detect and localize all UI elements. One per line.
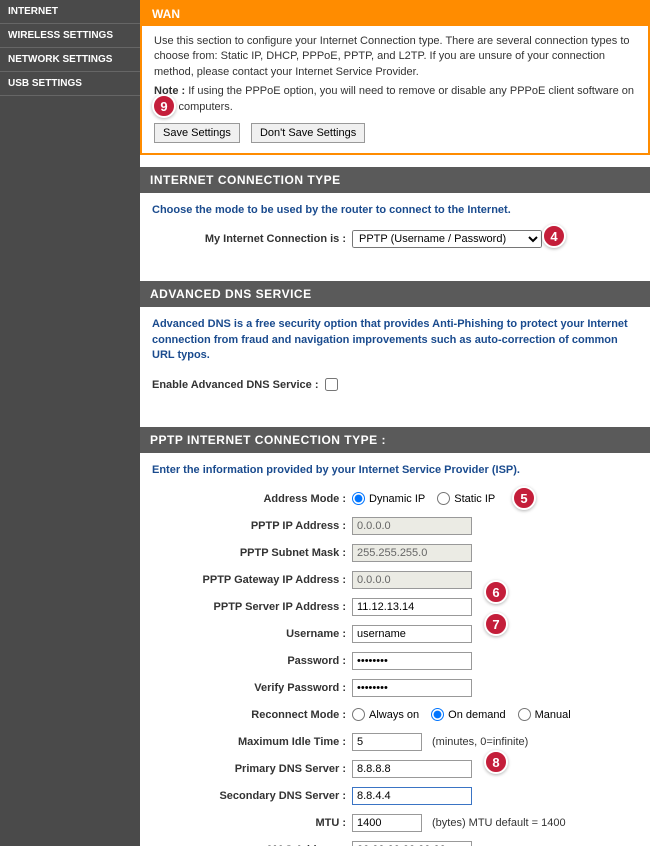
dns1-input[interactable] [352,760,472,778]
connection-type-select[interactable]: PPTP (Username / Password) [352,230,542,248]
password-input[interactable] [352,652,472,670]
dns2-input[interactable] [352,787,472,805]
sidebar-item-usb[interactable]: USB SETTINGS [0,72,140,96]
idle-time-hint: (minutes, 0=infinite) [432,736,528,748]
username-label: Username : [152,628,352,640]
advanced-dns-checkbox[interactable] [325,378,338,391]
sidebar: INTERNET WIRELESS SETTINGS NETWORK SETTI… [0,0,140,846]
callout-badge-8: 8 [484,750,508,774]
wan-description: Use this section to configure your Inter… [154,34,636,80]
main-content: WAN Use this section to configure your I… [140,0,650,846]
wan-panel: WAN Use this section to configure your I… [140,0,650,155]
sidebar-item-wireless[interactable]: WIRELESS SETTINGS [0,24,140,48]
pptp-subnet-input[interactable] [352,544,472,562]
mtu-input[interactable] [352,814,422,832]
connection-type-label: My Internet Connection is : [152,233,352,245]
pptp-ip-input[interactable] [352,517,472,535]
section-connection-type: INTERNET CONNECTION TYPE Choose the mode… [140,167,650,269]
section-pptp: PPTP INTERNET CONNECTION TYPE : Enter th… [140,427,650,846]
connection-type-header: INTERNET CONNECTION TYPE [140,167,650,193]
static-ip-label: Static IP [454,493,495,505]
callout-badge-6: 6 [484,580,508,604]
pptp-server-label: PPTP Server IP Address : [152,601,352,613]
pptp-intro: Enter the information provided by your I… [152,463,638,478]
pptp-gateway-input[interactable] [352,571,472,589]
verify-password-label: Verify Password : [152,682,352,694]
reconnect-demand-radio[interactable] [431,708,444,721]
pptp-gateway-label: PPTP Gateway IP Address : [152,574,352,586]
reconnect-demand-label: On demand [448,709,505,721]
section-advanced-dns: ADVANCED DNS SERVICE Advanced DNS is a f… [140,281,650,414]
idle-time-label: Maximum Idle Time : [152,736,352,748]
mac-input[interactable] [352,841,472,846]
mtu-label: MTU : [152,817,352,829]
dynamic-ip-radio[interactable] [352,492,365,505]
sidebar-item-internet[interactable]: INTERNET [0,0,140,24]
idle-time-input[interactable] [352,733,422,751]
advanced-dns-enable-label: Enable Advanced DNS Service : [152,379,325,391]
connection-type-intro: Choose the mode to be used by the router… [152,203,638,218]
verify-password-input[interactable] [352,679,472,697]
pptp-subnet-label: PPTP Subnet Mask : [152,547,352,559]
reconnect-mode-label: Reconnect Mode : [152,709,352,721]
sidebar-item-network[interactable]: NETWORK SETTINGS [0,48,140,72]
callout-badge-4: 4 [542,224,566,248]
save-settings-button[interactable]: Save Settings [154,123,240,143]
pptp-ip-label: PPTP IP Address : [152,520,352,532]
callout-badge-9: 9 [152,94,176,118]
dns1-label: Primary DNS Server : [152,763,352,775]
callout-badge-5: 5 [512,486,536,510]
reconnect-manual-radio[interactable] [518,708,531,721]
pptp-server-input[interactable] [352,598,472,616]
wan-note: Note : If using the PPPoE option, you wi… [154,84,636,115]
advanced-dns-header: ADVANCED DNS SERVICE [140,281,650,307]
advanced-dns-intro: Advanced DNS is a free security option t… [152,317,638,363]
password-label: Password : [152,655,352,667]
reconnect-manual-label: Manual [535,709,571,721]
dns2-label: Secondary DNS Server : [152,790,352,802]
reconnect-always-radio[interactable] [352,708,365,721]
pptp-header: PPTP INTERNET CONNECTION TYPE : [140,427,650,453]
reconnect-always-label: Always on [369,709,419,721]
username-input[interactable] [352,625,472,643]
mtu-hint: (bytes) MTU default = 1400 [432,817,566,829]
dont-save-settings-button[interactable]: Don't Save Settings [251,123,365,143]
wan-title: WAN [142,2,648,26]
address-mode-label: Address Mode : [152,493,352,505]
callout-badge-7: 7 [484,612,508,636]
static-ip-radio[interactable] [437,492,450,505]
dynamic-ip-label: Dynamic IP [369,493,425,505]
